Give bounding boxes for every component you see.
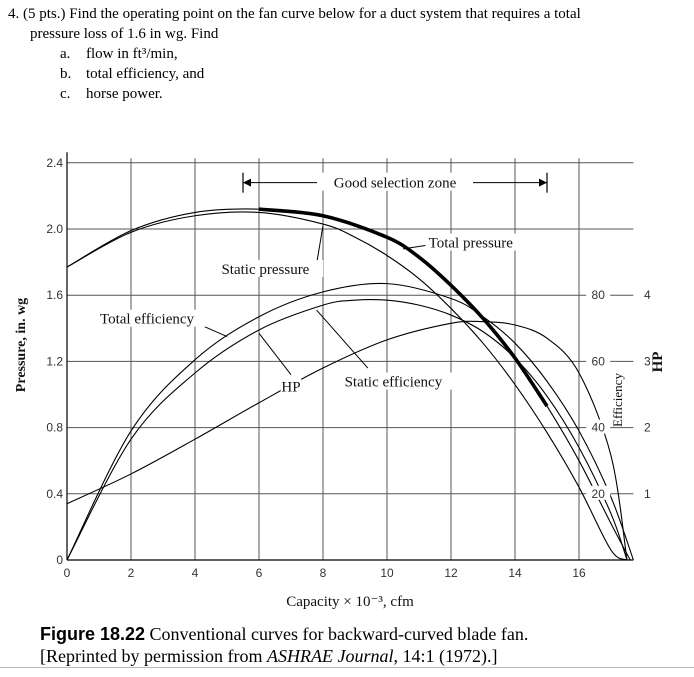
x-tick-label: 2	[128, 566, 135, 580]
static-pressure-curve	[66, 211, 628, 561]
y-tick-label: 1.6	[46, 288, 63, 302]
x-tick-label: 10	[380, 566, 394, 580]
efficiency-tick-label: 60	[592, 354, 606, 368]
question-item-a: a. flow in ft³/min,	[8, 44, 581, 64]
efficiency-tick-label: 80	[592, 288, 606, 302]
static-pressure-label: Static pressure	[221, 262, 309, 278]
hp-label-bg	[280, 377, 302, 395]
question-item-b: b. total efficiency, and	[8, 64, 581, 84]
y-tick-label: 0.8	[46, 421, 63, 435]
hp-axis-label: HP	[650, 352, 666, 373]
caption-journal: ASHRAE Journal	[266, 646, 394, 666]
x-tick-label: 6	[256, 566, 263, 580]
curves	[66, 207, 634, 561]
efficiency-tick-label: 20	[592, 487, 606, 501]
static-efficiency-curve	[66, 298, 628, 561]
item-text: flow in ft³/min,	[86, 46, 178, 62]
static-efficiency-leader	[316, 309, 369, 369]
x-tick-label: 14	[508, 566, 522, 580]
x-tick-label: 0	[64, 566, 71, 580]
total-pressure-label-bg	[425, 233, 534, 251]
efficiency-tick-bg	[586, 419, 611, 434]
efficiency-tick-bg	[586, 287, 611, 302]
caption-text: Conventional curves for backward-curved …	[149, 624, 529, 644]
axes	[66, 152, 634, 561]
zone-label-bg	[317, 172, 473, 191]
total-efficiency-label-bg	[85, 309, 209, 327]
static-efficiency-label-bg	[328, 372, 459, 390]
zone-arrow-left	[243, 178, 251, 187]
x-tick-label: 8	[320, 566, 327, 580]
total-efficiency-leader	[204, 326, 228, 338]
question-line-1: 4. (5 pts.) Find the operating point on …	[8, 6, 581, 22]
grid	[66, 158, 634, 560]
y-tick-label: 0.4	[46, 487, 63, 501]
y-tick-label: 1.2	[46, 354, 63, 368]
hp-leader	[258, 332, 292, 375]
item-letter: c.	[60, 86, 71, 102]
item-text: horse power.	[86, 86, 163, 102]
divider	[0, 667, 694, 668]
total-pressure-label: Total pressure	[429, 236, 514, 252]
x-axis-label: Capacity × 10⁻³, cfm	[286, 594, 414, 610]
total-efficiency-label: Total efficiency	[100, 312, 195, 328]
zone-arrow-right	[539, 178, 547, 187]
total-efficiency-curve	[66, 282, 634, 561]
zone-label: Good selection zone	[334, 176, 457, 192]
efficiency-tick-bg	[586, 485, 611, 500]
x-tick-label: 12	[444, 566, 458, 580]
static-pressure-leader	[316, 225, 324, 264]
hp-tick-label: 3	[644, 354, 651, 368]
caption-line2-pre: [Reprinted by permission from	[40, 646, 267, 666]
hp-tick-label: 4	[644, 288, 651, 302]
hp-label: HP	[281, 380, 300, 396]
fan-curve-chart: 0 2 4 6 8 10 12 14 1600.40.81.21.62.02.420406080…	[14, 152, 666, 610]
caption-line2-post: , 14:1 (1972).]	[393, 646, 498, 666]
hp-tick-label: 1	[644, 487, 651, 501]
item-text: total efficiency, and	[86, 66, 205, 82]
figure-caption: Figure 18.22 Conventional curves for bac…	[40, 623, 528, 667]
y-axis-label: Pressure, in. wg	[14, 298, 29, 392]
item-letter: b.	[60, 66, 72, 82]
labels: 0 2 4 6 8 10 12 14 1600.40.81.21.62.02.420406080…	[46, 156, 651, 580]
y-tick-label: 2.0	[46, 222, 63, 236]
question-line-2: pressure loss of 1.6 in wg. Find	[30, 26, 219, 42]
item-letter: a.	[60, 46, 71, 62]
efficiency-axis-label: Efficiency	[610, 373, 625, 427]
x-tick-label: 4	[192, 566, 199, 580]
x-tick-label: 16	[572, 566, 586, 580]
efficiency-tick-label: 40	[592, 421, 606, 435]
hp-curve	[66, 320, 628, 561]
question-item-c: c. horse power.	[8, 84, 581, 104]
y-tick-label: 2.4	[46, 156, 63, 170]
total-pressure-leader	[402, 245, 426, 250]
static-pressure-label-bg	[207, 260, 324, 278]
good-selection-zone-curve	[258, 207, 549, 408]
question-text: 4. (5 pts.) Find the operating point on …	[8, 4, 581, 104]
hp-tick-label: 2	[644, 421, 651, 435]
caption-label: Figure 18.22	[40, 624, 146, 644]
efficiency-tick-bg	[586, 353, 611, 368]
static-efficiency-label: Static efficiency	[345, 375, 443, 391]
y-tick-label: 0	[56, 553, 63, 567]
